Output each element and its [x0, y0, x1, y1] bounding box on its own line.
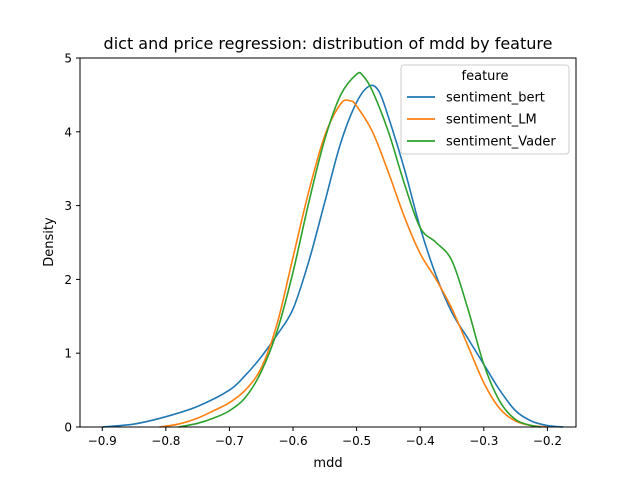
legend-label: sentiment_bert — [446, 91, 545, 106]
chart-title: dict and price regression: distribution … — [104, 34, 553, 53]
x-tick-label: −0.2 — [533, 434, 562, 448]
series-line-sentiment-vader — [178, 71, 542, 428]
y-tick-label: 1 — [64, 347, 72, 361]
y-axis-label: Density — [42, 217, 57, 267]
y-tick-label: 5 — [64, 52, 72, 66]
legend-items: sentiment_bert sentiment_LM sentiment_Vade… — [407, 91, 556, 150]
legend-item: sentiment_LM — [407, 113, 537, 128]
x-tick-label: −0.6 — [278, 434, 307, 448]
axes-frame — [79, 57, 577, 428]
plot-area — [102, 71, 564, 428]
x-axis: −0.9 −0.8 −0.7 −0.6 −0.5 −0.4 −0.3 −0.2 — [88, 427, 562, 448]
y-tick-label: 0 — [64, 421, 72, 435]
y-tick-label: 3 — [64, 199, 72, 213]
legend-label: sentiment_LM — [446, 113, 537, 128]
x-tick-label: −0.9 — [88, 434, 117, 448]
x-tick-label: −0.4 — [406, 434, 435, 448]
x-tick-label: −0.7 — [215, 434, 244, 448]
x-tick-label: −0.8 — [151, 434, 180, 448]
y-tick-label: 2 — [64, 273, 72, 287]
legend: feature sentiment_bertsentiment_LMsentim… — [400, 64, 570, 155]
legend-title: feature — [462, 69, 509, 84]
y-axis: 0 1 2 3 4 5 — [64, 52, 80, 435]
x-tick-label: −0.3 — [469, 434, 498, 448]
x-tick-label: −0.5 — [342, 434, 371, 448]
series-line-sentiment-lm — [159, 99, 548, 428]
legend-item: sentiment_Vader — [407, 135, 556, 150]
y-tick-label: 4 — [64, 125, 72, 139]
legend-box — [400, 64, 570, 155]
x-axis-label: mdd — [313, 456, 342, 471]
legend-item: sentiment_bert — [407, 91, 545, 106]
legend-label: sentiment_Vader — [446, 135, 556, 150]
